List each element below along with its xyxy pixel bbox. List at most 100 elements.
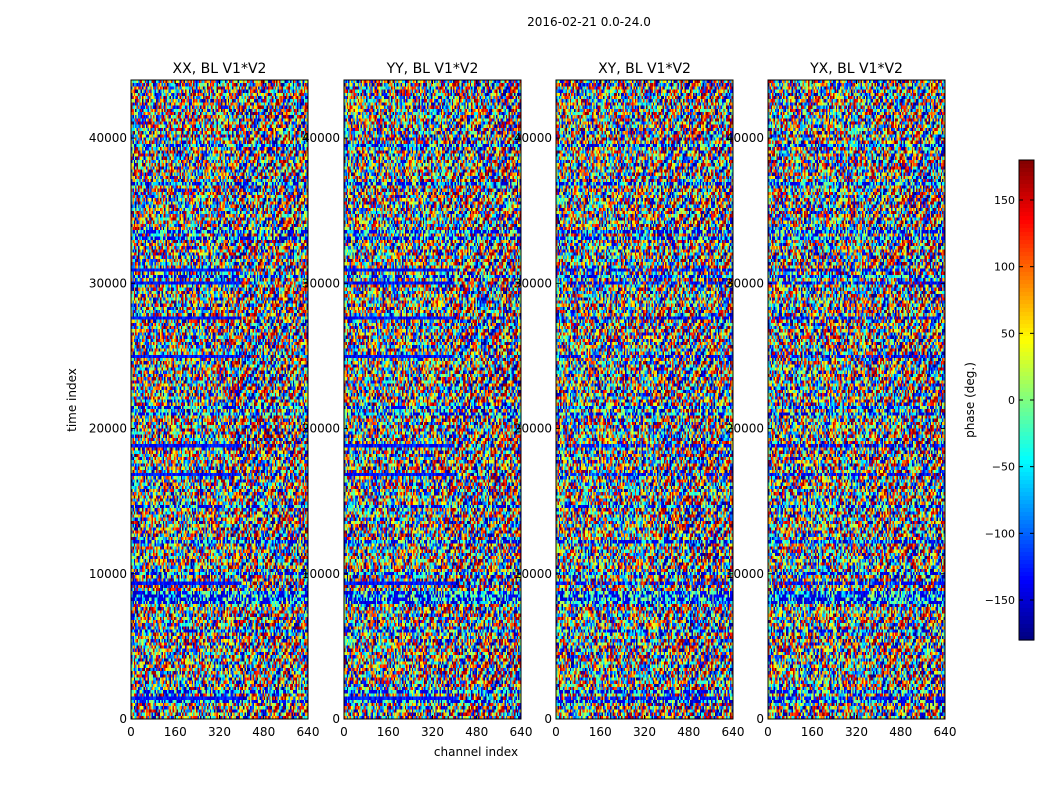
colorbar-segment xyxy=(1019,172,1034,177)
colorbar-segment xyxy=(1019,492,1034,497)
x-axis-label: channel index xyxy=(434,745,518,759)
x-tick-label: 640 xyxy=(934,725,957,739)
phase-image xyxy=(556,80,733,719)
x-tick-label: 640 xyxy=(722,725,745,739)
colorbar-segment xyxy=(1019,204,1034,209)
y-tick-label: 0 xyxy=(332,712,340,726)
colorbar-segment xyxy=(1019,572,1034,577)
x-tick-label: 160 xyxy=(589,725,612,739)
colorbar-segment xyxy=(1019,496,1034,501)
colorbar-segment xyxy=(1019,540,1034,545)
colorbar-segment xyxy=(1019,504,1034,509)
colorbar-segment xyxy=(1019,360,1034,365)
colorbar-segment xyxy=(1019,436,1034,441)
colorbar-segment xyxy=(1019,420,1034,425)
x-tick-label: 320 xyxy=(421,725,444,739)
colorbar-segment xyxy=(1019,268,1034,273)
colorbar-segment xyxy=(1019,388,1034,393)
colorbar-segment xyxy=(1019,560,1034,565)
colorbar-segment xyxy=(1019,588,1034,593)
phase-image xyxy=(344,80,521,719)
panels-group: XX, BL V1*V2 0 160 320 480 640 0 10000 20000 3000… xyxy=(89,61,957,739)
colorbar-segment xyxy=(1019,620,1034,625)
colorbar-segment xyxy=(1019,304,1034,309)
colorbar-segment xyxy=(1019,552,1034,557)
y-tick-label: 0 xyxy=(756,712,764,726)
x-tick-label: 160 xyxy=(377,725,400,739)
colorbar-segment xyxy=(1019,628,1034,633)
x-tick-label: 0 xyxy=(764,725,772,739)
y-tick-label: 20000 xyxy=(302,422,340,436)
colorbar-segment xyxy=(1019,532,1034,537)
colorbar-segment xyxy=(1019,300,1034,305)
colorbar-segment xyxy=(1019,528,1034,533)
colorbar-segment xyxy=(1019,508,1034,513)
colorbar-segment xyxy=(1019,556,1034,561)
colorbar-segment xyxy=(1019,256,1034,261)
colorbar-segment xyxy=(1019,448,1034,453)
colorbar-segment xyxy=(1019,164,1034,169)
colorbar-segment xyxy=(1019,364,1034,369)
colorbar-tick-label: 100 xyxy=(994,261,1015,274)
colorbar-label: phase (deg.) xyxy=(963,362,977,438)
colorbar-segment xyxy=(1019,184,1034,189)
colorbar-segment xyxy=(1019,484,1034,489)
colorbar-segment xyxy=(1019,396,1034,401)
colorbar-segment xyxy=(1019,376,1034,381)
y-axis-label: time index xyxy=(65,368,79,432)
colorbar-segment xyxy=(1019,312,1034,317)
y-tick-label: 40000 xyxy=(89,131,127,145)
y-tick-label: 40000 xyxy=(514,131,552,145)
colorbar-segment xyxy=(1019,416,1034,421)
colorbar-segment xyxy=(1019,160,1034,165)
colorbar-segment xyxy=(1019,444,1034,449)
phase-image xyxy=(131,80,308,719)
colorbar-segment xyxy=(1019,488,1034,493)
colorbar-segment xyxy=(1019,516,1034,521)
colorbar-segment xyxy=(1019,260,1034,265)
panel-title: YX, BL V1*V2 xyxy=(809,61,903,77)
colorbar-segment xyxy=(1019,424,1034,429)
colorbar-segment xyxy=(1019,568,1034,573)
colorbar-tick-label: 150 xyxy=(994,194,1015,207)
colorbar: 150 100 50 0 −50 −100 −150 xyxy=(985,159,1035,641)
colorbar-segment xyxy=(1019,512,1034,517)
colorbar-segment xyxy=(1019,636,1034,641)
colorbar-segment xyxy=(1019,264,1034,269)
x-tick-label: 640 xyxy=(297,725,320,739)
colorbar-segment xyxy=(1019,456,1034,461)
colorbar-segment xyxy=(1019,252,1034,257)
colorbar-segment xyxy=(1019,548,1034,553)
x-tick-label: 480 xyxy=(677,725,700,739)
colorbar-segment xyxy=(1019,536,1034,541)
x-tick-label: 480 xyxy=(889,725,912,739)
colorbar-segment xyxy=(1019,236,1034,241)
colorbar-segment xyxy=(1019,432,1034,437)
colorbar-segment xyxy=(1019,332,1034,337)
colorbar-segment xyxy=(1019,576,1034,581)
colorbar-segment xyxy=(1019,500,1034,505)
colorbar-segment xyxy=(1019,316,1034,321)
colorbar-segment xyxy=(1019,240,1034,245)
colorbar-segment xyxy=(1019,368,1034,373)
y-tick-label: 30000 xyxy=(514,276,552,290)
x-tick-label: 320 xyxy=(845,725,868,739)
colorbar-tick-label: −100 xyxy=(985,527,1015,540)
colorbar-segment xyxy=(1019,328,1034,333)
colorbar-segment xyxy=(1019,284,1034,289)
y-tick-label: 20000 xyxy=(89,422,127,436)
colorbar-segment xyxy=(1019,612,1034,617)
colorbar-segment xyxy=(1019,624,1034,629)
colorbar-segment xyxy=(1019,352,1034,357)
colorbar-segment xyxy=(1019,408,1034,413)
colorbar-segment xyxy=(1019,192,1034,197)
colorbar-segment xyxy=(1019,208,1034,213)
colorbar-segment xyxy=(1019,440,1034,445)
colorbar-segment xyxy=(1019,336,1034,341)
colorbar-segment xyxy=(1019,288,1034,293)
colorbar-segment xyxy=(1019,632,1034,637)
colorbar-segment xyxy=(1019,452,1034,457)
colorbar-segment xyxy=(1019,468,1034,473)
colorbar-segment xyxy=(1019,476,1034,481)
x-tick-label: 480 xyxy=(252,725,275,739)
